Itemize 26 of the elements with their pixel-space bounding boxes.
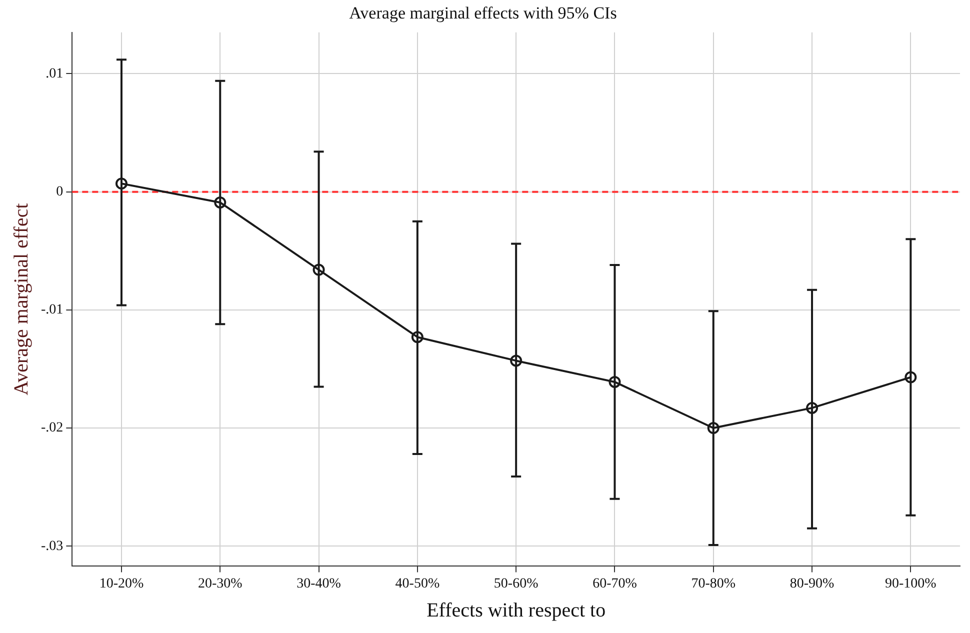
x-tick-label: 10-20% [99,576,144,592]
point [411,331,424,344]
x-axis-title: Effects with respect to [426,599,606,622]
y-tick-label: .01 [46,66,64,82]
x-tick-label: 30-40% [296,576,342,592]
x-tick-label: 90-100% [885,576,937,592]
point [312,264,325,276]
chart-title: Average marginal effects with 95% CIs [349,4,617,23]
y-tick-label: 0 [56,184,64,200]
y-tick-label: -.01 [40,302,64,318]
y-axis-title: Average marginal effect [10,202,32,396]
y-tick-label: -.02 [40,420,64,436]
point [510,354,522,367]
x-tick-label: 70-80% [691,576,736,592]
point [608,376,621,388]
x-tick-label: 60-70% [592,576,638,592]
y-tick-label: -.03 [40,538,64,554]
point [806,402,818,414]
point [214,196,226,208]
x-tick-label: 50-60% [494,576,539,592]
point [707,422,720,434]
point [115,178,128,190]
x-tick-label: 40-50% [395,576,440,592]
x-tick-label: 20-30% [198,576,243,592]
point [904,371,917,384]
x-tick-label: 80-90% [790,576,835,592]
